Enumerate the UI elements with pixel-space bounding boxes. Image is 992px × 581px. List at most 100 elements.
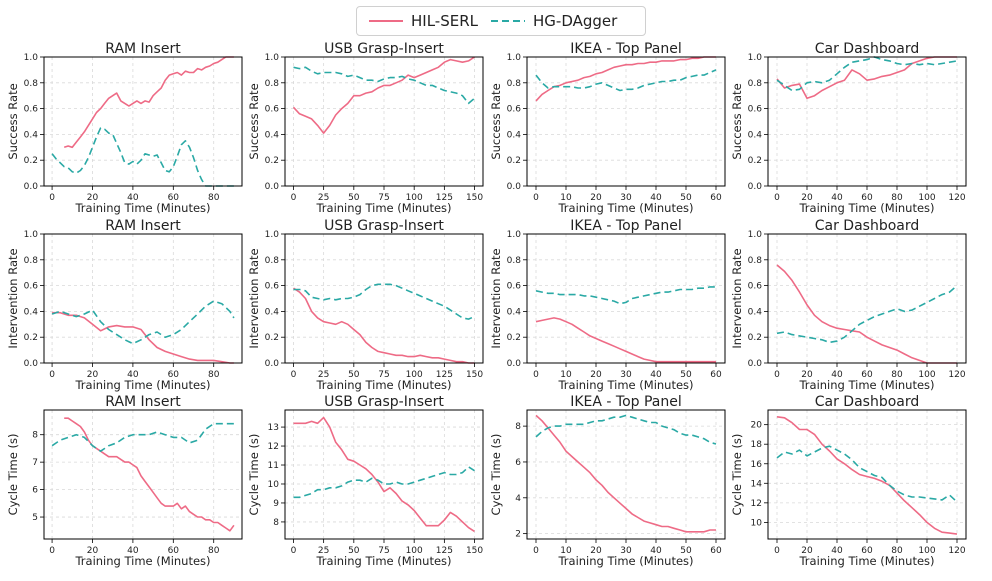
- chart-9-xtick-label-0: 0: [291, 546, 297, 556]
- chart-10-ytick-label-2: 6: [515, 458, 521, 468]
- chart-4-series-hil-serl: [52, 311, 234, 364]
- chart-6-xlabel: Training Time (Minutes): [557, 378, 693, 392]
- chart-10-ytick-label-0: 2: [515, 530, 521, 540]
- chart-5-ytick-label-3: 0.6: [265, 282, 280, 292]
- chart-11-ylabel: Cycle Time (s): [730, 434, 744, 516]
- legend: HIL-SERL HG-DAgger: [356, 6, 646, 36]
- chart-2-ytick-label-4: 0.8: [507, 79, 522, 89]
- chart-1-ytick-label-0: 0.0: [265, 182, 280, 192]
- chart-8-ytick-label-0: 5: [32, 513, 38, 523]
- chart-7-title: Car Dashboard: [815, 218, 920, 234]
- chart-1-ytick-label-4: 0.8: [265, 79, 280, 89]
- chart-1-ylabel: Success Rate: [247, 83, 261, 159]
- chart-0-ytick-label-5: 1.0: [24, 53, 39, 63]
- chart-2-title: IKEA - Top Panel: [570, 41, 682, 57]
- chart-0-series-hil-serl: [63, 56, 234, 149]
- chart-5-xtick-label-0: 0: [291, 370, 297, 380]
- chart-6-xtick-label-0: 0: [533, 370, 539, 380]
- chart-3-series-hg-dagger: [776, 56, 958, 92]
- chart-9-ylabel: Cycle Time (s): [247, 434, 261, 516]
- chart-4-ylabel: Intervention Rate: [6, 248, 20, 348]
- chart-11-ytick-label-0: 10: [751, 518, 763, 528]
- chart-8-frame: [43, 409, 243, 540]
- chart-2-xtick-label-4: 40: [650, 193, 662, 203]
- chart-2-xtick-label-5: 50: [680, 193, 692, 203]
- chart-7-xtick-label-0: 0: [774, 370, 780, 380]
- chart-1-xtick-label-3: 75: [378, 193, 389, 203]
- chart-7-ytick-label-1: 0.2: [748, 333, 762, 343]
- chart-7-xtick-label-5: 100: [918, 370, 935, 380]
- chart-4-ytick-label-1: 0.2: [24, 333, 38, 343]
- chart-4-ytick-label-2: 0.4: [24, 307, 39, 317]
- chart-1-ytick-label-2: 0.4: [265, 130, 280, 140]
- chart-4-xlabel: Training Time (Minutes): [74, 378, 210, 392]
- chart-5-xtick-label-3: 75: [378, 370, 389, 380]
- chart-2-xtick-label-3: 30: [620, 193, 632, 203]
- chart-9-xtick-label-3: 75: [378, 546, 389, 556]
- chart-6-ytick-label-0: 0.0: [507, 359, 522, 369]
- chart-4-series-hg-dagger: [51, 300, 235, 345]
- chart-1-xtick-label-6: 150: [466, 193, 483, 203]
- chart-3-ytick-label-2: 0.4: [748, 130, 763, 140]
- chart-1-ytick-label-1: 0.2: [265, 156, 279, 166]
- chart-3-xtick-label-6: 120: [948, 193, 965, 203]
- chart-4-ytick-label-3: 0.6: [24, 282, 39, 292]
- chart-1-xtick-label-5: 125: [436, 193, 453, 203]
- legend-hg-label: HG-DAgger: [533, 12, 618, 30]
- chart-3-xtick-label-4: 80: [891, 193, 903, 203]
- chart-7-ytick-label-5: 1.0: [748, 230, 763, 240]
- chart-6-title: IKEA - Top Panel: [570, 218, 682, 234]
- chart-3-ytick-label-1: 0.2: [748, 156, 762, 166]
- chart-7-xtick-label-3: 60: [861, 370, 873, 380]
- chart-1-xtick-label-4: 100: [406, 193, 423, 203]
- chart-0-title: RAM Insert: [105, 41, 181, 57]
- chart-4-xtick-label-4: 80: [208, 370, 220, 380]
- chart-9-series-hg-dagger: [293, 466, 475, 499]
- chart-10-title: IKEA - Top Panel: [570, 394, 682, 410]
- chart-2-ytick-label-2: 0.4: [507, 130, 522, 140]
- chart-2-ylabel: Success Rate: [489, 83, 503, 159]
- chart-8-xtick-label-1: 20: [87, 546, 99, 556]
- chart-1-title: USB Grasp-Insert: [324, 41, 444, 57]
- chart-3-xtick-label-3: 60: [861, 193, 873, 203]
- chart-10-ytick-label-3: 8: [515, 422, 521, 432]
- chart-5-ytick-label-0: 0.0: [265, 359, 280, 369]
- chart-0-ytick-label-2: 0.4: [24, 130, 39, 140]
- chart-6-xtick-label-1: 10: [560, 370, 572, 380]
- chart-6-ytick-label-1: 0.2: [507, 333, 521, 343]
- chart-5-ytick-label-5: 1.0: [265, 230, 280, 240]
- chart-10-xlabel: Training Time (Minutes): [557, 554, 693, 568]
- chart-9-xtick-label-5: 125: [436, 546, 453, 556]
- chart-3-ytick-label-0: 0.0: [748, 182, 763, 192]
- chart-9-ytick-label-5: 13: [268, 423, 279, 433]
- chart-1-xlabel: Training Time (Minutes): [315, 201, 451, 215]
- chart-11-xtick-label-3: 60: [861, 546, 873, 556]
- chart-2-ytick-label-0: 0.0: [507, 182, 522, 192]
- chart-10-ytick-label-1: 4: [515, 494, 521, 504]
- chart-6-xtick-label-2: 20: [590, 370, 602, 380]
- chart-4-xtick-label-3: 60: [168, 370, 180, 380]
- chart-1-ytick-label-3: 0.6: [265, 105, 280, 115]
- chart-9-xtick-label-2: 50: [348, 546, 360, 556]
- chart-3-ylabel: Success Rate: [730, 83, 744, 159]
- chart-6-xtick-label-6: 60: [710, 370, 722, 380]
- chart-5-ytick-label-4: 0.8: [265, 256, 280, 266]
- chart-10-series-hil-serl: [535, 414, 716, 533]
- chart-0-xtick-label-4: 80: [208, 193, 220, 203]
- chart-4-xtick-label-0: 0: [49, 370, 55, 380]
- chart-2-xtick-label-2: 20: [590, 193, 602, 203]
- chart-4-xtick-label-2: 40: [127, 370, 139, 380]
- chart-2-xtick-label-0: 0: [533, 193, 539, 203]
- chart-7-xtick-label-2: 40: [831, 370, 843, 380]
- chart-0-xtick-label-2: 40: [127, 193, 139, 203]
- chart-3-xtick-label-0: 0: [774, 193, 780, 203]
- chart-0-xtick-label-1: 20: [87, 193, 99, 203]
- chart-5-xtick-label-6: 150: [466, 370, 483, 380]
- chart-4-xtick-label-1: 20: [87, 370, 99, 380]
- chart-6-ytick-label-3: 0.6: [507, 282, 522, 292]
- chart-0-ytick-label-0: 0.0: [24, 182, 39, 192]
- chart-11-xtick-label-4: 80: [891, 546, 903, 556]
- chart-9-ytick-label-4: 12: [268, 442, 279, 452]
- chart-11-xlabel: Training Time (Minutes): [798, 554, 934, 568]
- chart-8-xtick-label-4: 80: [208, 546, 220, 556]
